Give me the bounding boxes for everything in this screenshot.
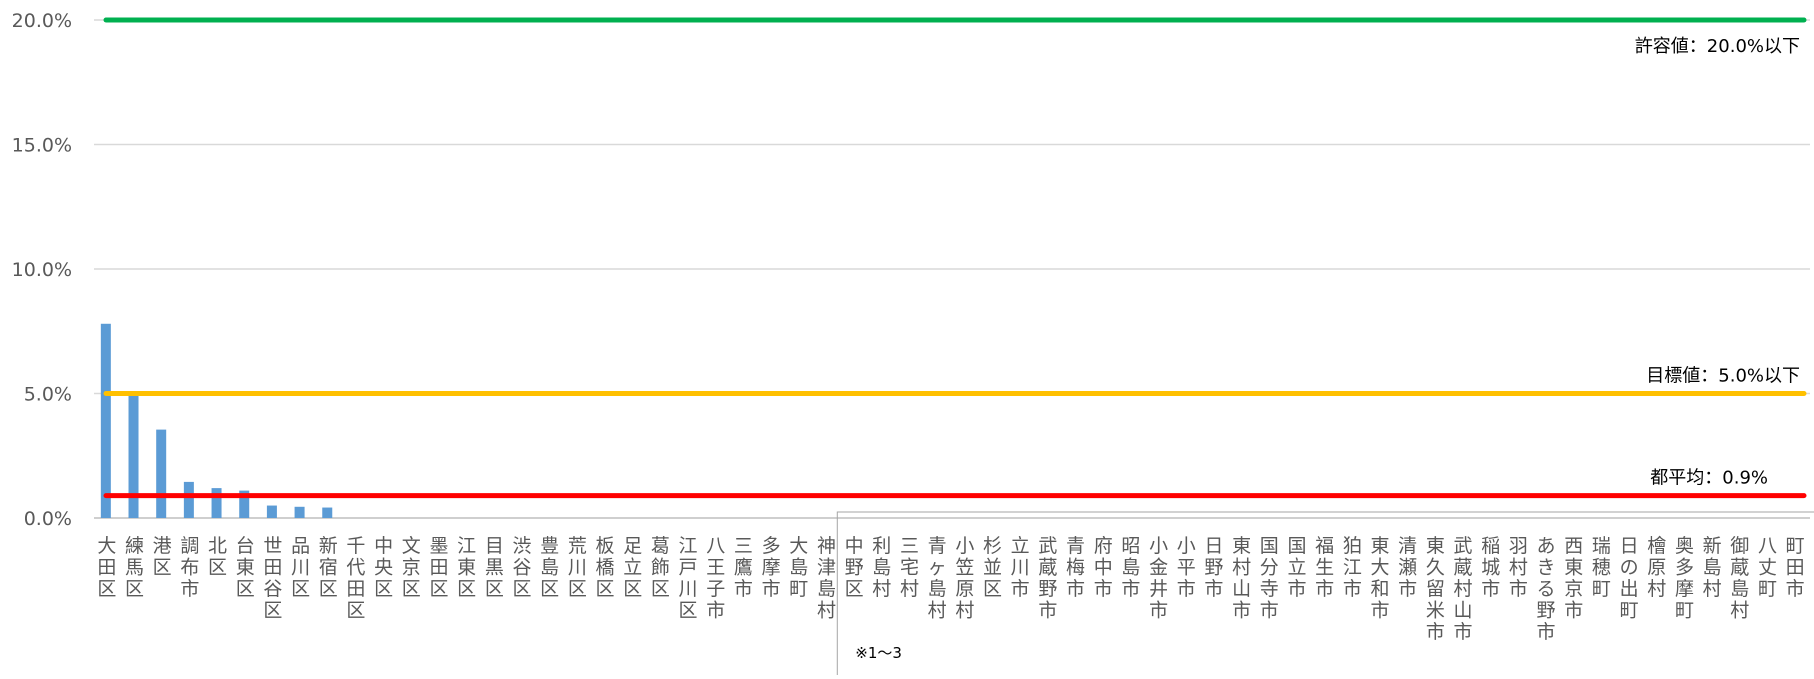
x-tick-label: 豊島区 — [540, 535, 559, 600]
x-tick-label: 稲城市 — [1481, 535, 1500, 600]
x-tick-label: 調布市 — [180, 535, 199, 600]
x-tick-label: 江戸川区 — [679, 535, 698, 622]
x-tick-label: 瑞穂町 — [1592, 535, 1611, 600]
x-tick-label: 日の出町 — [1620, 535, 1639, 622]
x-tick-label: 東村山市 — [1232, 535, 1251, 622]
x-tick-label: 立川市 — [1011, 535, 1030, 600]
x-tick-label: 杉並区 — [983, 535, 1002, 600]
x-tick-label: 江東区 — [457, 535, 476, 600]
x-tick-label: 青梅市 — [1066, 535, 1085, 600]
note-box: ※1〜3 — [836, 511, 1814, 675]
x-tick-label: 武蔵村山市 — [1454, 535, 1473, 643]
x-tick-label: 東久留米市 — [1426, 535, 1445, 643]
x-tick-label: 八丈町 — [1758, 535, 1777, 600]
x-tick-label: 文京区 — [402, 535, 421, 600]
bar — [266, 505, 277, 518]
x-tick-label: 千代田区 — [346, 535, 365, 622]
reference-line-label: 許容値：20.0%以下 — [1635, 36, 1800, 57]
x-tick-label: 武蔵野市 — [1038, 535, 1057, 622]
x-tick-label: 三鷹市 — [734, 535, 753, 600]
bars — [100, 323, 333, 518]
x-tick-label: 板橋区 — [596, 535, 615, 600]
y-tick-label: 10.0% — [12, 259, 72, 281]
x-tick-label: 青ヶ島村 — [928, 535, 947, 622]
x-tick-label: 国立市 — [1287, 535, 1306, 600]
note-text: ※1〜3 — [855, 644, 902, 662]
bar — [211, 488, 222, 518]
x-tick-label: 大島町 — [789, 535, 808, 600]
y-tick-label: 0.0% — [24, 508, 72, 530]
x-tick-label: 港区 — [153, 535, 172, 579]
x-tick-label: 中央区 — [374, 535, 393, 600]
x-tick-label: 多摩市 — [762, 535, 781, 600]
x-tick-label: 練馬区 — [125, 535, 144, 600]
x-tick-label: 小金井市 — [1149, 535, 1168, 622]
gridlines — [94, 19, 1810, 519]
x-tick-label: 墨田区 — [429, 535, 448, 600]
x-tick-label: 小平市 — [1177, 535, 1196, 600]
x-axis-labels: 大田区練馬区港区調布市北区台東区世田谷区品川区新宿区千代田区中央区文京区墨田区江… — [97, 534, 1804, 643]
x-tick-label: 町田市 — [1786, 535, 1805, 600]
x-tick-label: 清瀬市 — [1398, 535, 1417, 600]
x-tick-label: あきる野市 — [1537, 535, 1556, 643]
reference-line-label: 都平均：0.9% — [1650, 468, 1768, 489]
x-tick-label: 府中市 — [1094, 535, 1113, 600]
bar — [100, 323, 111, 518]
x-tick-label: 品川区 — [291, 535, 310, 600]
x-tick-label: 渋谷区 — [512, 535, 531, 600]
y-tick-label: 5.0% — [24, 384, 72, 406]
x-tick-label: 西東京市 — [1564, 535, 1583, 622]
bar — [156, 429, 167, 518]
x-tick-label: 神津島村 — [817, 535, 836, 622]
bar — [128, 395, 139, 518]
x-tick-label: 大田区 — [97, 535, 116, 600]
bar — [183, 481, 194, 518]
x-tick-label: 足立区 — [623, 535, 642, 600]
x-tick-label: 小笠原村 — [955, 535, 974, 622]
x-tick-label: 世田谷区 — [263, 535, 282, 622]
bar — [239, 490, 250, 518]
x-tick-label: 国分寺市 — [1260, 535, 1279, 622]
x-tick-label: 御蔵島村 — [1730, 535, 1749, 622]
x-tick-label: 日野市 — [1204, 535, 1223, 600]
bar — [322, 507, 333, 518]
x-tick-label: 三宅村 — [900, 535, 919, 600]
x-tick-label: 八王子市 — [706, 535, 725, 622]
x-tick-label: 福生市 — [1315, 535, 1334, 600]
y-tick-label: 15.0% — [12, 135, 72, 157]
x-tick-label: 狛江市 — [1343, 535, 1362, 600]
y-axis-ticks: 0.0% 5.0% 10.0% 15.0% 20.0% — [12, 10, 72, 530]
x-tick-label: 目黒区 — [485, 535, 504, 600]
x-tick-label: 奥多摩町 — [1675, 535, 1694, 622]
y-tick-label: 20.0% — [12, 10, 72, 32]
x-tick-label: 利島村 — [872, 535, 891, 600]
x-tick-label: 北区 — [208, 535, 227, 579]
x-tick-label: 新宿区 — [319, 535, 338, 600]
x-tick-label: 檜原村 — [1647, 534, 1666, 600]
bar — [294, 506, 305, 518]
x-tick-label: 昭島市 — [1121, 535, 1140, 600]
x-tick-label: 羽村市 — [1509, 535, 1528, 600]
x-tick-label: 東大和市 — [1370, 535, 1389, 622]
x-tick-label: 新島村 — [1703, 535, 1722, 600]
note-box-outline — [836, 511, 1814, 675]
x-tick-label: 台東区 — [236, 535, 255, 600]
reference-line-label: 目標値：5.0%以下 — [1646, 366, 1800, 387]
x-tick-label: 荒川区 — [568, 535, 587, 600]
x-tick-label: 中野区 — [845, 535, 864, 600]
x-tick-label: 葛飾区 — [651, 535, 670, 600]
